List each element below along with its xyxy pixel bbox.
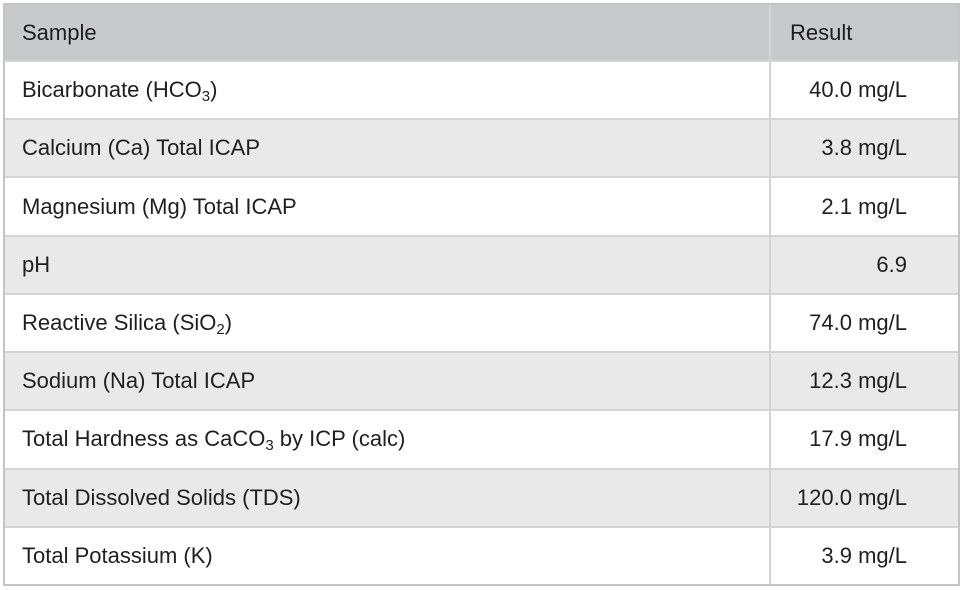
table-row: Calcium (Ca) Total ICAP 3.8 mg/L [5, 119, 958, 179]
sample-name: Bicarbonate (HCO [22, 77, 202, 103]
sample-cell: Bicarbonate (HCO3) [5, 61, 771, 121]
sample-cell: Total Dissolved Solids (TDS) [5, 468, 771, 528]
result-value: 2.1 mg/L [821, 193, 907, 219]
result-value: 120.0 mg/L [796, 484, 907, 510]
result-cell: 3.8 mg/L [770, 119, 958, 179]
header-row: Sample Result [5, 5, 958, 62]
sample-name: Total Hardness as CaCO [22, 426, 266, 452]
table-row: Total Dissolved Solids (TDS) 120.0 mg/L [5, 468, 958, 528]
results-table-container: Sample Result Bicarbonate (HCO3) 40.0 mg/… [3, 3, 960, 586]
sample-name-suffix: by ICP (calc) [273, 426, 406, 452]
sample-name: Reactive Silica (SiO [22, 309, 217, 335]
sample-name-suffix: ) [224, 309, 233, 335]
result-value: 6.9 [876, 251, 907, 277]
result-cell: 74.0 mg/L [770, 293, 958, 354]
table-row: pH 6.9 [5, 235, 958, 295]
result-cell: 2.1 mg/L [770, 177, 958, 237]
sample-cell: pH [5, 235, 771, 295]
result-cell: 120.0 mg/L [770, 468, 958, 528]
sample-cell: Total Potassium (K) [5, 526, 771, 584]
table-header: Sample Result [5, 5, 958, 62]
result-value: 3.8 mg/L [821, 135, 907, 161]
sample-cell: Calcium (Ca) Total ICAP [5, 119, 771, 179]
table-row: Bicarbonate (HCO3) 40.0 mg/L [5, 61, 958, 121]
table-row: Magnesium (Mg) Total ICAP 2.1 mg/L [5, 177, 958, 237]
table-row: Reactive Silica (SiO2) 74.0 mg/L [5, 293, 958, 354]
result-value: 3.9 mg/L [821, 542, 907, 568]
table-body: Bicarbonate (HCO3) 40.0 mg/L Calcium (Ca) … [5, 61, 958, 584]
result-value: 40.0 mg/L [809, 77, 907, 103]
result-cell: 17.9 mg/L [770, 410, 958, 470]
sample-name: Total Potassium (K) [22, 542, 213, 568]
result-cell: 6.9 [770, 235, 958, 295]
sample-name: pH [22, 251, 51, 277]
sample-cell: Sodium (Na) Total ICAP [5, 352, 771, 412]
sample-name: Magnesium (Mg) Total ICAP [22, 193, 297, 219]
result-value: 12.3 mg/L [809, 368, 907, 394]
result-value: 74.0 mg/L [809, 309, 907, 335]
results-table: Sample Result Bicarbonate (HCO3) 40.0 mg/… [5, 5, 958, 584]
sample-subscript: 3 [265, 437, 274, 455]
sample-name: Sodium (Na) Total ICAP [22, 368, 256, 394]
column-header-result: Result [770, 5, 958, 62]
table-row: Total Potassium (K) 3.9 mg/L [5, 526, 958, 584]
sample-subscript: 2 [216, 320, 225, 338]
result-cell: 12.3 mg/L [770, 352, 958, 412]
column-header-sample: Sample [5, 5, 771, 62]
sample-name: Calcium (Ca) Total ICAP [22, 135, 260, 161]
sample-cell: Magnesium (Mg) Total ICAP [5, 177, 771, 237]
result-value: 17.9 mg/L [809, 426, 907, 452]
result-cell: 40.0 mg/L [770, 61, 958, 121]
sample-name: Total Dissolved Solids (TDS) [22, 484, 301, 510]
sample-cell: Reactive Silica (SiO2) [5, 293, 771, 354]
sample-subscript: 3 [201, 88, 211, 106]
table-row: Sodium (Na) Total ICAP 12.3 mg/L [5, 352, 958, 412]
sample-name-suffix: ) [210, 77, 218, 103]
sample-cell: Total Hardness as CaCO3 by ICP (calc) [5, 410, 771, 470]
table-row: Total Hardness as CaCO3 by ICP (calc) 17.… [5, 410, 958, 470]
result-cell: 3.9 mg/L [770, 526, 958, 584]
